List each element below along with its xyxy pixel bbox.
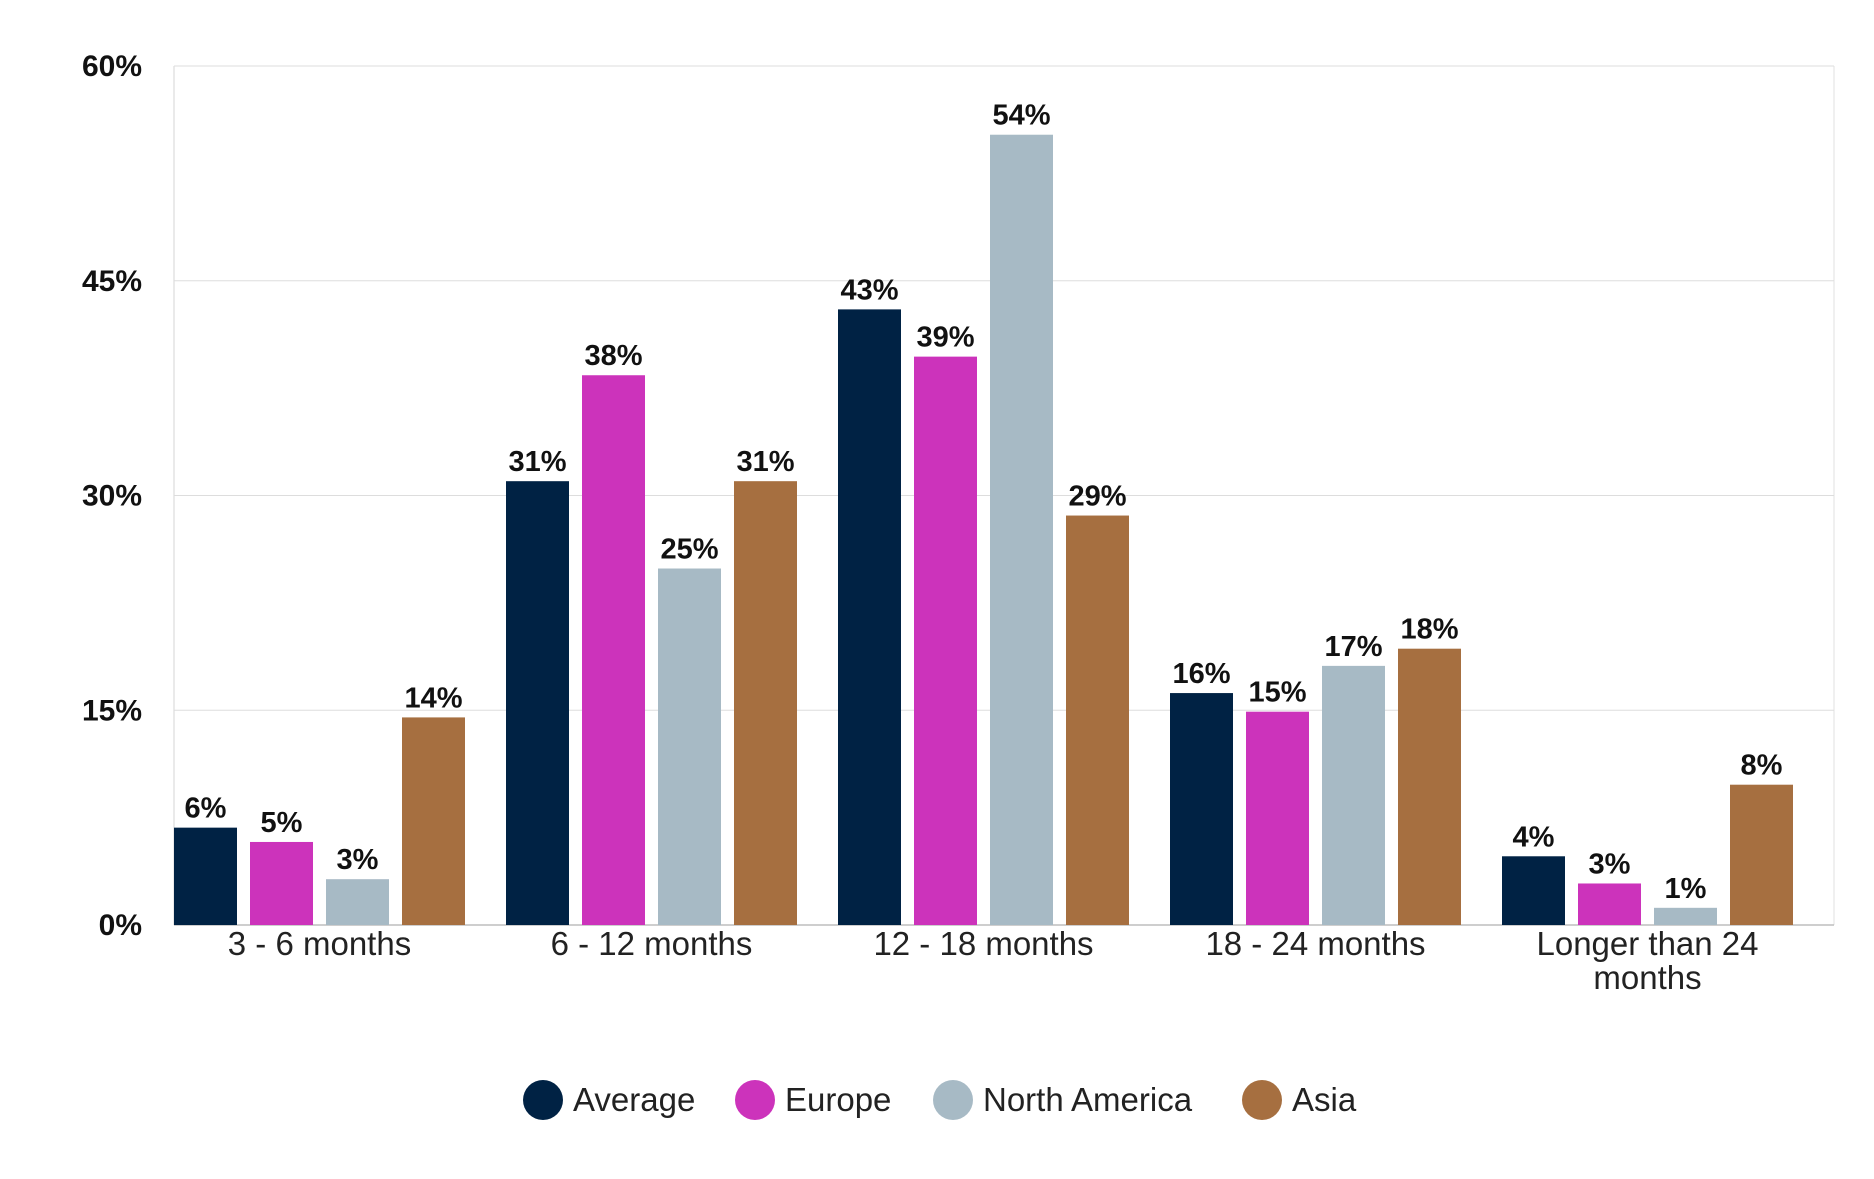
data-label: 16% bbox=[1172, 658, 1230, 690]
bar bbox=[326, 879, 389, 925]
bar bbox=[1246, 711, 1309, 925]
data-label: 38% bbox=[584, 340, 642, 372]
y-axis: 0% 15% 30% 45% 60% bbox=[82, 50, 142, 942]
data-label: 1% bbox=[1665, 873, 1707, 905]
data-label: 4% bbox=[1513, 821, 1555, 853]
bar bbox=[990, 134, 1053, 926]
data-label: 14% bbox=[404, 682, 462, 714]
data-label: 3% bbox=[1589, 848, 1631, 880]
y-tick-label: 60% bbox=[82, 50, 142, 83]
bar bbox=[914, 356, 977, 926]
bar bbox=[174, 827, 237, 925]
legend-swatch bbox=[735, 1080, 775, 1120]
data-label: 25% bbox=[660, 534, 718, 566]
bar bbox=[1502, 856, 1565, 925]
y-tick-label: 30% bbox=[82, 480, 142, 513]
bar bbox=[506, 481, 569, 925]
data-label: 15% bbox=[1248, 677, 1306, 709]
data-label: 31% bbox=[736, 446, 794, 478]
data-label: 43% bbox=[840, 274, 898, 306]
bar bbox=[1730, 784, 1793, 925]
x-tick-label: 3 - 6 months bbox=[228, 925, 411, 962]
bar bbox=[1066, 515, 1129, 925]
x-tick-label: 6 - 12 months bbox=[551, 925, 753, 962]
bar bbox=[658, 568, 721, 925]
legend-label: North America bbox=[983, 1081, 1193, 1118]
x-tick-label: 18 - 24 months bbox=[1205, 925, 1425, 962]
bar bbox=[1398, 648, 1461, 925]
data-label: 39% bbox=[916, 322, 974, 354]
legend-swatch bbox=[523, 1080, 563, 1120]
bar bbox=[1322, 665, 1385, 925]
bar bbox=[1170, 693, 1233, 925]
bar bbox=[582, 375, 645, 925]
data-label: 31% bbox=[508, 446, 566, 478]
legend-item: Average bbox=[523, 1080, 695, 1120]
data-label: 18% bbox=[1400, 614, 1458, 646]
legend: Average Europe North America Asia bbox=[523, 1080, 1357, 1120]
legend-label: Average bbox=[573, 1081, 695, 1118]
legend-label: Asia bbox=[1292, 1081, 1357, 1118]
data-labels: 6% 5% 3% 14% 31% 38% 25% 31% 43% 39% 54% 29% 16% 15% 1… bbox=[185, 100, 1783, 905]
data-label: 54% bbox=[992, 100, 1050, 132]
bar bbox=[838, 309, 901, 926]
data-label: 6% bbox=[185, 793, 227, 825]
data-label: 17% bbox=[1324, 631, 1382, 663]
bar bbox=[1578, 883, 1641, 925]
x-tick-label: 12 - 18 months bbox=[873, 925, 1093, 962]
y-tick-label: 15% bbox=[82, 694, 142, 727]
data-label: 29% bbox=[1068, 481, 1126, 513]
y-tick-label: 0% bbox=[99, 909, 142, 942]
bar bbox=[1654, 907, 1717, 925]
x-axis: 3 - 6 months 6 - 12 months 12 - 18 months 1… bbox=[228, 925, 1759, 996]
data-label: 8% bbox=[1741, 750, 1783, 782]
bar bbox=[402, 717, 465, 925]
legend-item: Europe bbox=[735, 1080, 891, 1120]
y-tick-label: 45% bbox=[82, 265, 142, 298]
legend-item: Asia bbox=[1242, 1080, 1357, 1120]
legend-item: North America bbox=[933, 1080, 1193, 1120]
bars bbox=[174, 134, 1793, 926]
bar bbox=[734, 481, 797, 925]
data-label: 3% bbox=[337, 844, 379, 876]
legend-swatch bbox=[1242, 1080, 1282, 1120]
data-label: 5% bbox=[261, 807, 303, 839]
legend-swatch bbox=[933, 1080, 973, 1120]
legend-label: Europe bbox=[785, 1081, 891, 1118]
bar bbox=[250, 841, 313, 925]
x-tick-label: Longer than 24 months bbox=[1536, 925, 1758, 996]
